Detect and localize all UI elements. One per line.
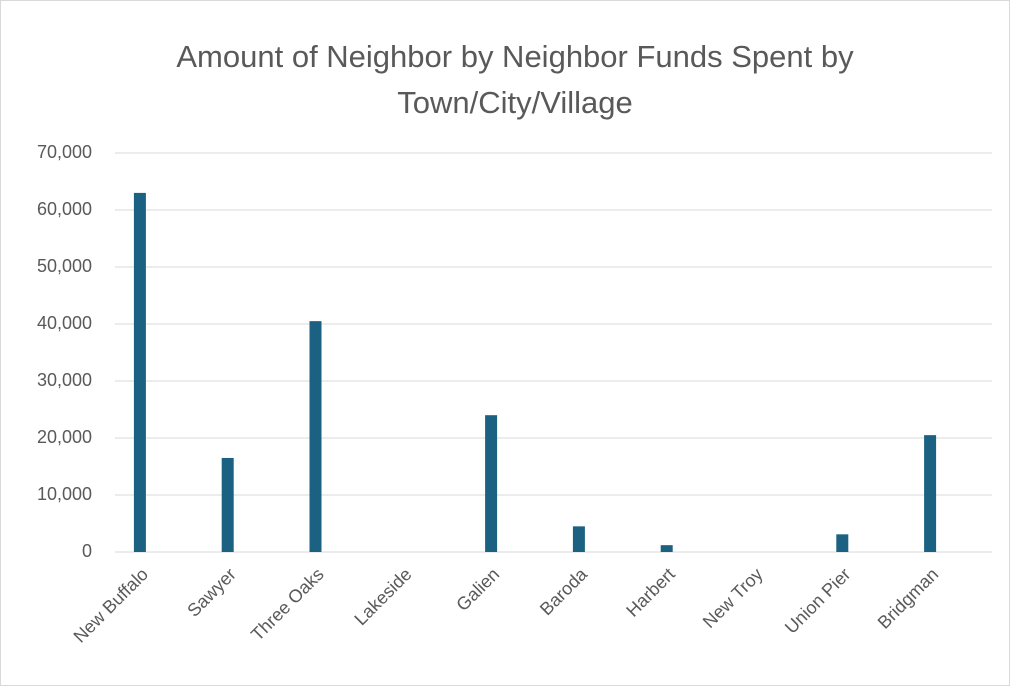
y-tick-label: 0 bbox=[82, 541, 92, 561]
bar bbox=[485, 415, 498, 552]
y-tick-label: 70,000 bbox=[37, 142, 92, 162]
x-tick-label: New Troy bbox=[699, 564, 767, 632]
x-tick-label: Bridgman bbox=[874, 564, 943, 633]
x-tick-label: Three Oaks bbox=[247, 564, 328, 645]
x-tick-label: Sawyer bbox=[183, 564, 240, 621]
bar bbox=[221, 457, 234, 552]
bar bbox=[572, 526, 585, 552]
x-tick-label: Lakeside bbox=[350, 564, 415, 629]
bar bbox=[133, 192, 146, 552]
x-tick-label: New Buffalo bbox=[70, 564, 153, 647]
y-tick-label: 20,000 bbox=[37, 427, 92, 447]
bar bbox=[309, 321, 322, 552]
bar bbox=[660, 545, 673, 552]
bar bbox=[836, 534, 849, 552]
x-tick-label: Harbert bbox=[622, 564, 679, 621]
y-tick-label: 10,000 bbox=[37, 484, 92, 504]
bar bbox=[924, 435, 937, 552]
y-tick-label: 40,000 bbox=[37, 313, 92, 333]
y-tick-label: 50,000 bbox=[37, 256, 92, 276]
x-tick-label: Baroda bbox=[536, 563, 592, 619]
y-tick-label: 60,000 bbox=[37, 199, 92, 219]
y-tick-label: 30,000 bbox=[37, 370, 92, 390]
x-tick-label: Union Pier bbox=[781, 564, 855, 638]
x-tick-label: Galien bbox=[452, 564, 503, 615]
chart-title: Amount of Neighbor by Neighbor Funds Spe… bbox=[176, 39, 854, 120]
